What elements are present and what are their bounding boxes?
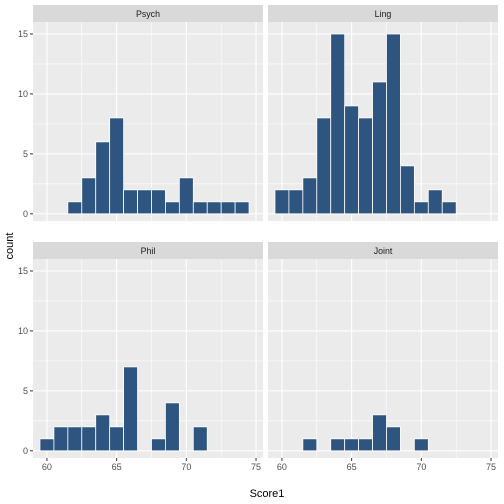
facet-label: Phil: [141, 246, 156, 256]
histogram-bar: [67, 201, 83, 215]
histogram-bar: [192, 426, 208, 452]
facet-strip: [268, 5, 498, 22]
y-axis-title: count: [4, 233, 16, 260]
histogram-bar: [372, 414, 387, 452]
y-tick-label: 0: [23, 209, 28, 219]
y-tick-label: 15: [18, 266, 28, 276]
histogram-bar: [344, 438, 360, 452]
histogram-bar: [330, 438, 346, 452]
x-tick-label: 60: [42, 462, 52, 472]
histogram-bar: [386, 33, 401, 215]
histogram-bar: [302, 177, 318, 215]
y-tick-label: 10: [18, 326, 28, 336]
facet-panel-psych: Psych 0 5 10 15: [18, 5, 263, 221]
x-tick-label: 70: [181, 462, 191, 472]
histogram-bar: [288, 189, 304, 215]
histogram-bar: [137, 189, 152, 215]
histogram-bar: [165, 402, 180, 452]
x-tick-label: 65: [112, 462, 122, 472]
histogram-bar: [53, 426, 69, 452]
histogram-bar: [81, 177, 97, 215]
histogram-bar: [358, 438, 373, 452]
histogram-bar: [39, 438, 55, 452]
facet-strip: [33, 242, 263, 259]
histogram-bar: [206, 201, 222, 215]
histogram-bar: [220, 201, 236, 215]
histogram-bar: [165, 201, 180, 215]
y-tick-label: 15: [18, 29, 28, 39]
histogram-bar: [67, 426, 83, 452]
facet-label: Psych: [136, 9, 160, 19]
histogram-bar: [330, 33, 346, 215]
histogram-bar: [192, 201, 208, 215]
x-tick-label: 70: [416, 462, 426, 472]
facet-strip: [33, 5, 263, 22]
histogram-bar: [441, 201, 457, 215]
histogram-bar: [400, 165, 415, 215]
y-tick-label: 5: [23, 149, 28, 159]
histogram-bar: [151, 189, 166, 215]
facet-label: Ling: [375, 9, 392, 19]
x-tick-label: 75: [251, 462, 261, 472]
histogram-bar: [274, 189, 290, 215]
histogram-bar: [413, 438, 429, 452]
plot-area: [33, 259, 263, 458]
histogram-bar: [413, 201, 429, 215]
plot-area: [33, 22, 263, 221]
facet-strip: [268, 242, 498, 259]
facet-panel-joint: Joint 60 65 70 75: [268, 242, 498, 472]
histogram-bar: [358, 117, 373, 215]
histogram-bar: [109, 426, 125, 452]
histogram-bar: [123, 366, 138, 452]
histogram-bar: [316, 117, 332, 215]
x-axis-title: Score1: [250, 488, 285, 500]
histogram-bar: [151, 438, 166, 452]
histogram-bar: [109, 117, 125, 215]
histogram-bar: [302, 438, 318, 452]
y-tick-label: 5: [23, 386, 28, 396]
y-tick-label: 0: [23, 446, 28, 456]
histogram-bar: [123, 189, 138, 215]
histogram-bar: [427, 189, 443, 215]
histogram-bar: [81, 426, 97, 452]
histogram-bar: [234, 201, 250, 215]
histogram-bar: [95, 141, 111, 215]
histogram-bar: [386, 426, 401, 452]
facet-label: Joint: [374, 246, 393, 256]
y-tick-label: 10: [18, 89, 28, 99]
x-tick-label: 65: [347, 462, 357, 472]
facet-panel-ling: Ling: [268, 5, 498, 221]
x-tick-label: 75: [486, 462, 496, 472]
x-tick-label: 60: [277, 462, 287, 472]
facet-panel-phil: Phil 0 5 10 15 60 65 70 75: [18, 242, 263, 472]
histogram-bar: [95, 414, 111, 452]
histogram-bar: [372, 81, 387, 215]
histogram-bar: [178, 177, 194, 215]
histogram-bar: [344, 105, 360, 215]
